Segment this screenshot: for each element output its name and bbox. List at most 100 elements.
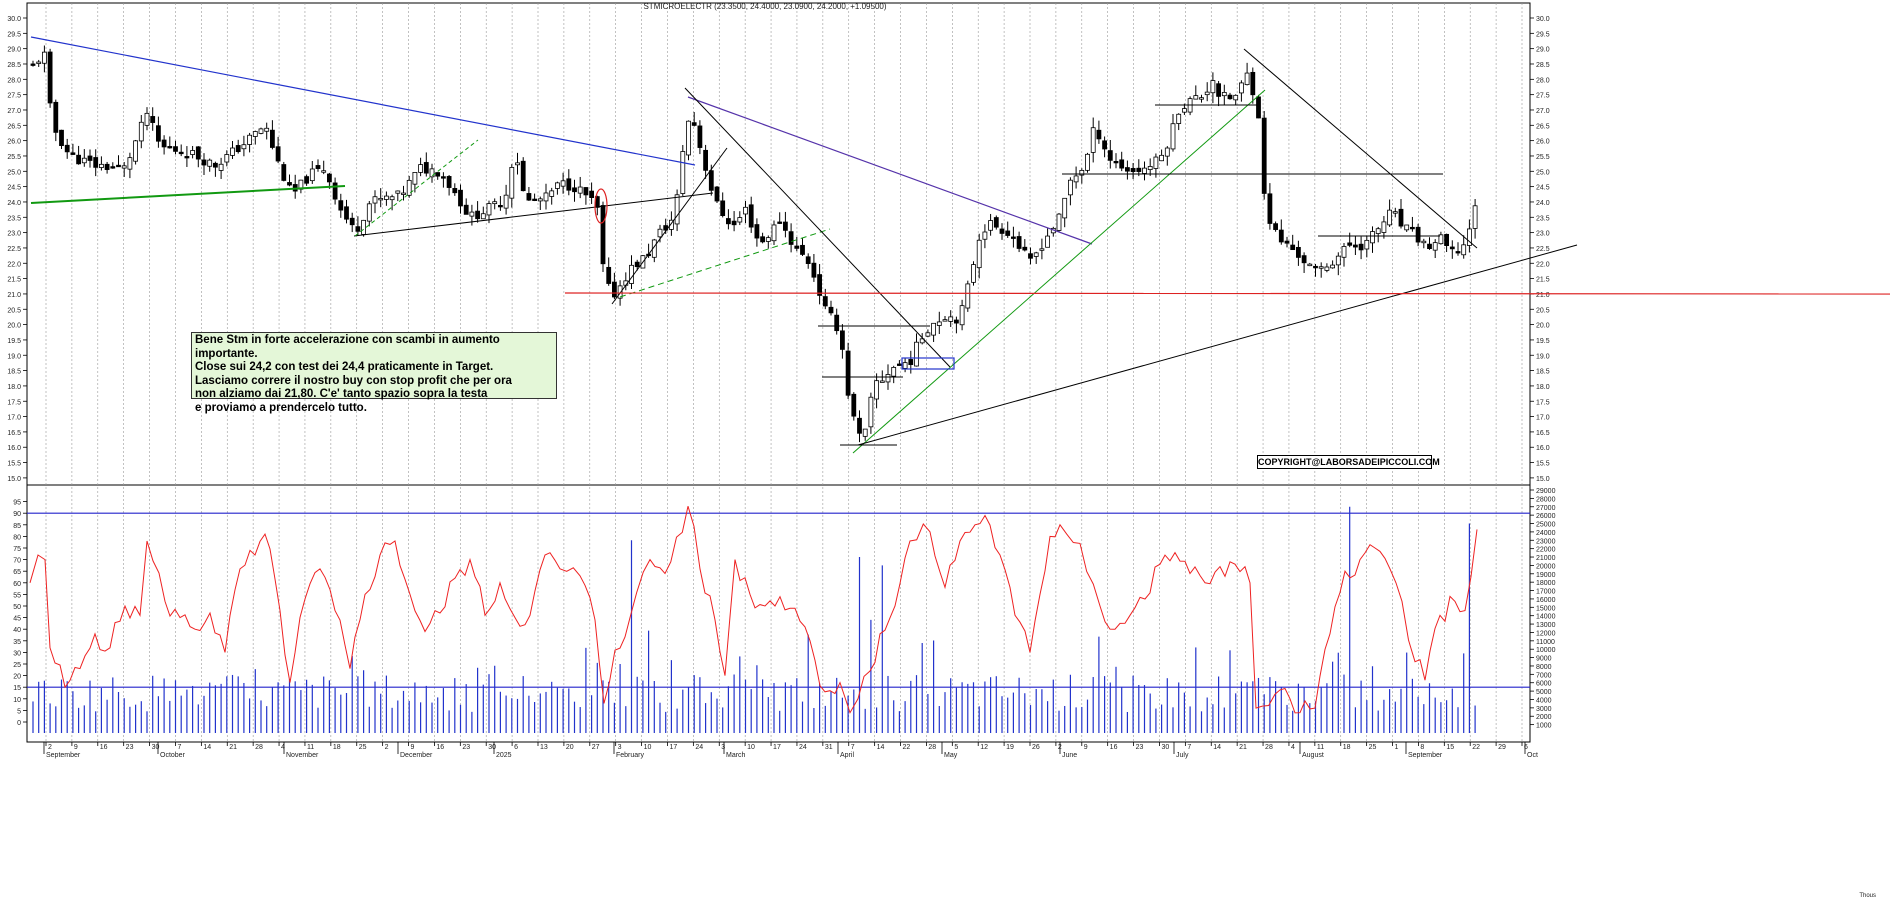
candle-body (566, 178, 572, 191)
candle-body (1153, 156, 1159, 169)
candle-body (1364, 239, 1370, 250)
volume-label: 13000 (1536, 622, 1556, 629)
candle-body (218, 163, 224, 171)
price-label-right: 16.5 (1536, 430, 1550, 437)
x-tick-label: 4 (281, 744, 285, 751)
volume-label: 29000 (1536, 488, 1556, 495)
volume-label: 15000 (1536, 605, 1556, 612)
candle-body (338, 200, 344, 211)
price-label-right: 26.0 (1536, 139, 1550, 146)
candle-body (36, 61, 42, 64)
candle-body (332, 182, 338, 200)
x-tick-label: 21 (1239, 744, 1247, 751)
x-tick-label: 30 (152, 744, 160, 751)
candle-body (1318, 266, 1324, 269)
candle-body (224, 154, 230, 163)
x-tick-label: 7 (851, 744, 855, 751)
candle-body (714, 186, 720, 202)
candle-body (1159, 154, 1164, 162)
candle-body (366, 203, 372, 222)
candle-body (657, 228, 663, 238)
candle-body (475, 210, 481, 220)
candle-body (1096, 129, 1102, 140)
x-tick-label: 4 (1291, 744, 1295, 751)
candle-body (577, 186, 583, 194)
candle-body (982, 231, 988, 240)
candle-body (463, 204, 469, 215)
channel-dashed-green (354, 139, 479, 237)
candle-body (395, 190, 401, 194)
osc-label: 55 (13, 592, 21, 599)
month-label: September (46, 752, 81, 759)
candle-body (680, 151, 686, 194)
candle-body (138, 121, 144, 142)
volume-label: 12000 (1536, 630, 1556, 637)
candle-body (190, 150, 196, 155)
candle-body (64, 144, 70, 153)
x-tick-label: 18 (1343, 744, 1351, 751)
candle-body (1427, 243, 1432, 250)
candle-body (87, 155, 93, 161)
candle-body (281, 164, 287, 181)
candle-body (1045, 235, 1050, 248)
price-label-left: 16.5 (7, 430, 21, 437)
candle-body (1421, 240, 1427, 244)
candle-body (1296, 246, 1301, 258)
candle-body (959, 305, 965, 326)
candle-body (47, 51, 53, 104)
candle-body (509, 167, 515, 199)
price-label-right: 19.0 (1536, 353, 1550, 360)
candle-body (1370, 231, 1375, 244)
candle-body (817, 274, 822, 296)
candle-body (42, 51, 47, 64)
candle-body (264, 127, 270, 132)
candle-body (155, 125, 161, 142)
osc-label: 70 (13, 558, 21, 565)
x-tick-label: 22 (903, 744, 911, 751)
candle-body (1204, 91, 1210, 96)
candle-body (549, 190, 555, 197)
candle-body (401, 192, 406, 195)
candle-body (235, 145, 241, 153)
candle-body (583, 187, 589, 196)
osc-label: 15 (13, 685, 21, 692)
candle-body (1284, 240, 1290, 244)
volume-label: 6000 (1536, 681, 1552, 688)
month-label: May (944, 752, 958, 759)
candle-body (503, 194, 509, 209)
candle-body (1068, 179, 1073, 196)
support-trendline-green (30, 185, 346, 204)
x-tick-label: 23 (126, 744, 134, 751)
candle-body (116, 164, 121, 168)
candle-body (674, 194, 680, 225)
highlight-box (901, 357, 955, 370)
price-label-left: 23.5 (7, 215, 21, 222)
descending-trendline (1243, 48, 1478, 249)
copyright-label: COPYRIGHT@LABORSADEIPICCOLI.COM (1257, 455, 1440, 469)
osc-label: 10 (13, 697, 21, 704)
x-tick-label: 28 (928, 744, 936, 751)
x-tick-label: 28 (1265, 744, 1273, 751)
x-tick-label: 26 (1032, 744, 1040, 751)
candle-body (612, 281, 617, 298)
candle-body (1147, 166, 1153, 170)
candle-body (1233, 94, 1239, 101)
resistance-trendline-blue (30, 36, 696, 166)
candle-body (1210, 80, 1216, 94)
candle-body (406, 179, 412, 196)
candle-body (321, 170, 327, 173)
volume-label: 10000 (1536, 647, 1556, 654)
osc-label: 20 (13, 674, 21, 681)
oscillator-line (29, 506, 1478, 714)
price-label-right: 25.5 (1536, 154, 1550, 161)
volume-label: 8000 (1536, 664, 1552, 671)
candle-body (965, 283, 971, 309)
volume-label: 23000 (1536, 538, 1556, 545)
volume-label: 22000 (1536, 547, 1556, 554)
candle-body (754, 224, 760, 239)
candle-body (1193, 95, 1199, 100)
x-tick-label: 24 (695, 744, 703, 751)
candle-body (1375, 228, 1381, 234)
resistance-trendline-purple (687, 96, 1093, 245)
